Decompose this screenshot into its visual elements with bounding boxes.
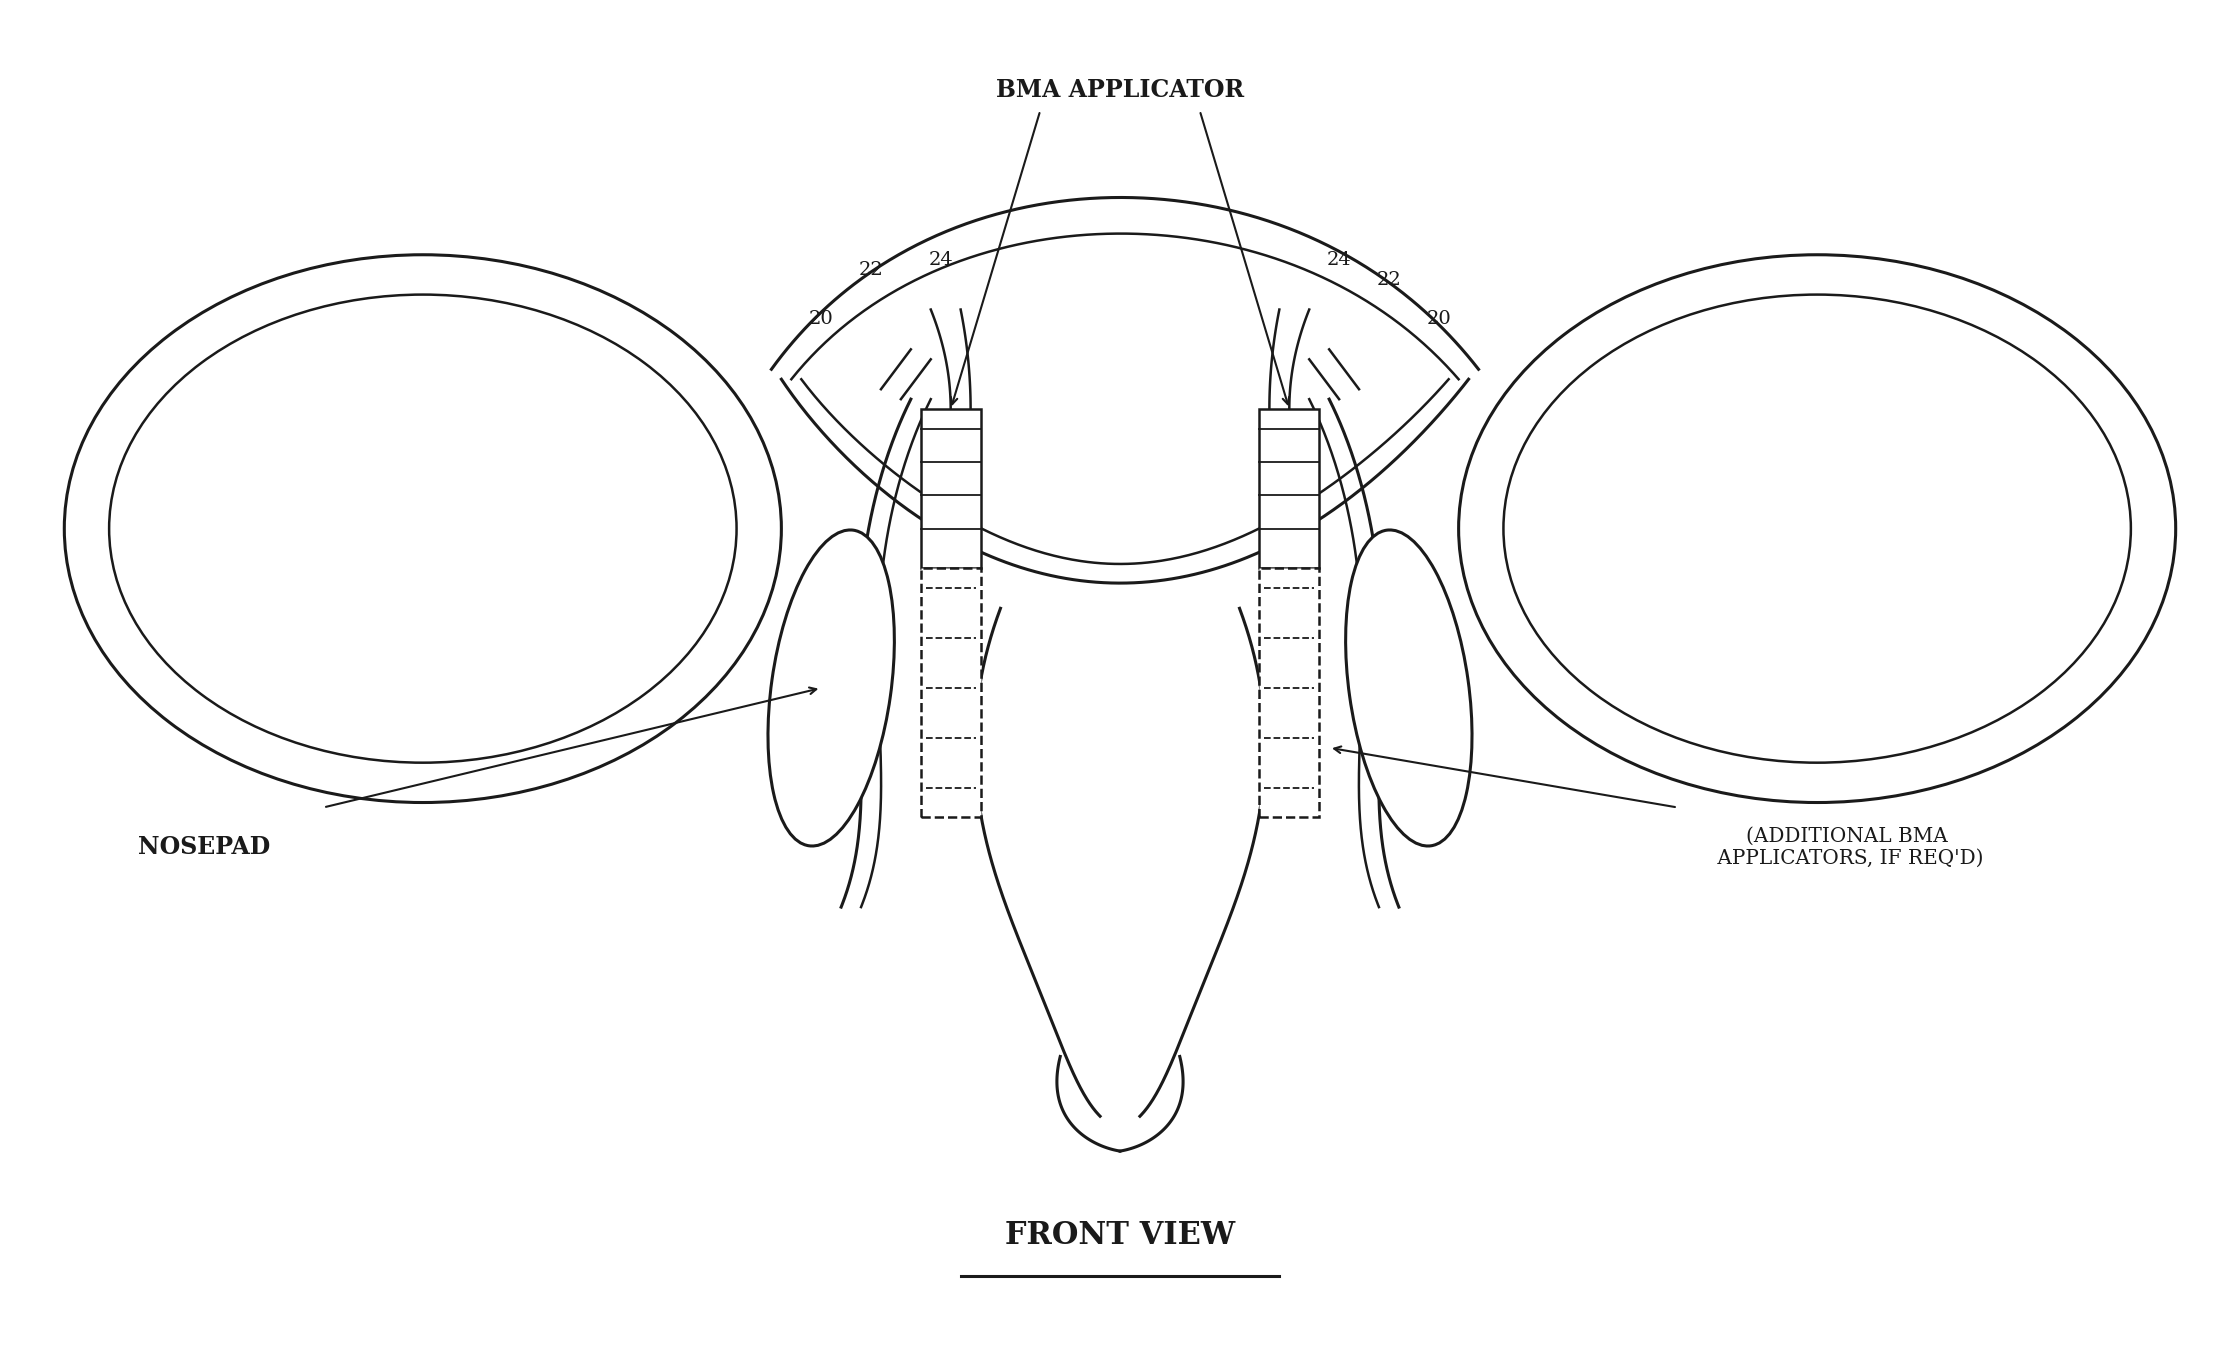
Text: FRONT VIEW: FRONT VIEW: [1005, 1220, 1236, 1252]
Text: BMA APPLICATOR: BMA APPLICATOR: [996, 78, 1245, 103]
Bar: [920, 409, 981, 569]
Text: 22: 22: [1377, 271, 1402, 289]
Ellipse shape: [1346, 529, 1471, 845]
Text: 24: 24: [929, 250, 954, 268]
Text: (ADDITIONAL BMA
 APPLICATORS, IF REQ'D): (ADDITIONAL BMA APPLICATORS, IF REQ'D): [1711, 826, 1984, 867]
Text: 22: 22: [858, 261, 884, 279]
Text: 20: 20: [808, 311, 833, 328]
Bar: [1258, 409, 1319, 569]
Bar: [1258, 569, 1319, 818]
Text: NOSEPAD: NOSEPAD: [137, 836, 271, 859]
Text: 20: 20: [1426, 311, 1451, 328]
Ellipse shape: [768, 529, 893, 845]
Text: 24: 24: [1328, 250, 1352, 268]
Bar: [920, 569, 981, 818]
